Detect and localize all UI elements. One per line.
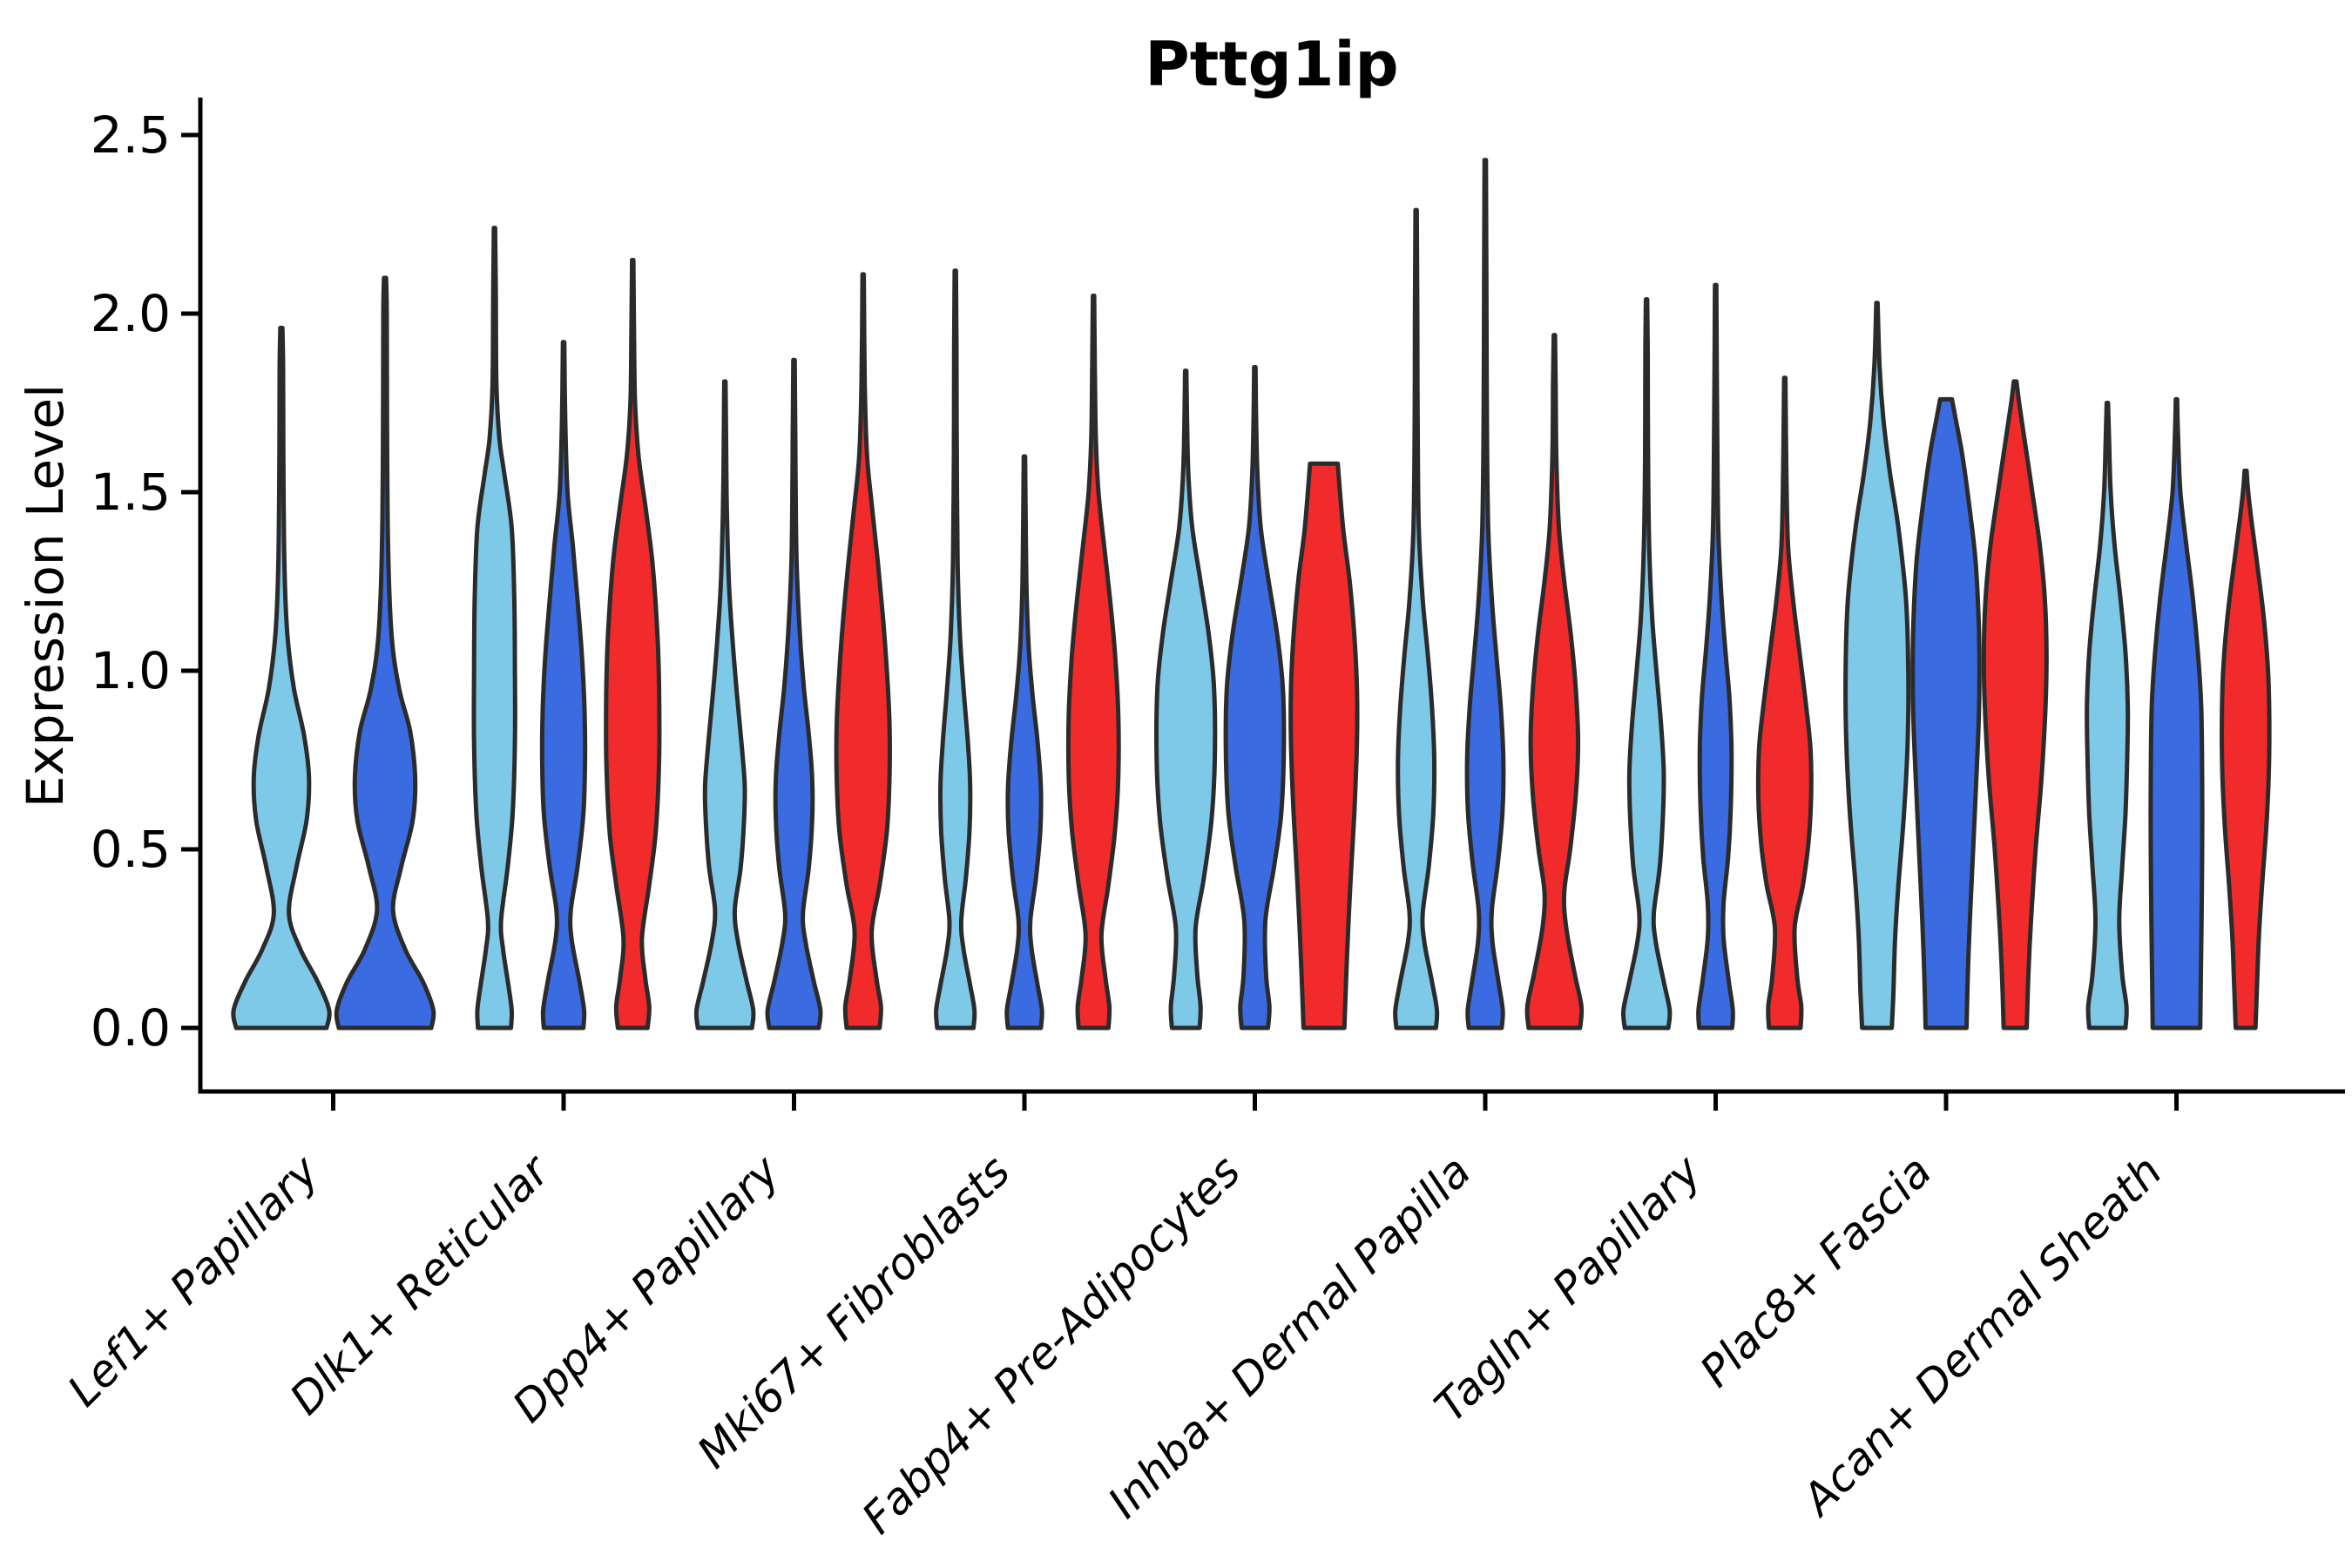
- violin: [334, 275, 436, 1031]
- x-tick-label: Fabp4+ Pre-Adipocytes: [852, 1146, 1250, 1544]
- violin: [834, 272, 892, 1031]
- violin: [1288, 461, 1360, 1031]
- violin: [934, 268, 977, 1031]
- chart-title: Pttg1ip: [1145, 29, 1398, 100]
- violin: [1843, 301, 1911, 1031]
- violin: [1524, 333, 1585, 1031]
- x-tick-label: Inhba+ Dermal Papilla: [1098, 1146, 1480, 1527]
- y-axis-label: Expression Level: [16, 384, 75, 808]
- violin: [1620, 297, 1673, 1031]
- violin: [1981, 379, 2049, 1031]
- violin: [765, 357, 823, 1031]
- violin: [471, 226, 517, 1031]
- violin: [1696, 282, 1735, 1031]
- y-tick-label: 2.5: [91, 105, 171, 165]
- violin: [1004, 454, 1044, 1031]
- y-tick-label: 0.0: [91, 998, 171, 1058]
- axes-layer: [198, 98, 2345, 1094]
- violin: [231, 325, 332, 1031]
- violin: [1393, 207, 1440, 1031]
- violins-layer: [231, 158, 2272, 1031]
- violin: [693, 379, 756, 1031]
- violin: [1755, 375, 1814, 1031]
- violin: [1223, 365, 1287, 1031]
- y-tick-label: 1.5: [91, 463, 171, 522]
- y-tick-label: 1.0: [91, 641, 171, 700]
- violin: [2148, 396, 2205, 1031]
- violin: [1154, 368, 1218, 1031]
- violin: [1910, 396, 1982, 1031]
- violin: [2220, 468, 2272, 1031]
- violin: [1065, 294, 1121, 1031]
- x-tick-label: Plac8+ Fascia: [1691, 1146, 1942, 1396]
- violin: [2085, 401, 2131, 1031]
- x-tick-label: Lef1+ Papillary: [58, 1145, 329, 1416]
- violin: [539, 340, 588, 1031]
- y-tick-label: 0.5: [91, 820, 171, 879]
- violin: [1464, 158, 1506, 1031]
- y-tick-label: 2.0: [91, 284, 171, 343]
- violin: [604, 258, 662, 1031]
